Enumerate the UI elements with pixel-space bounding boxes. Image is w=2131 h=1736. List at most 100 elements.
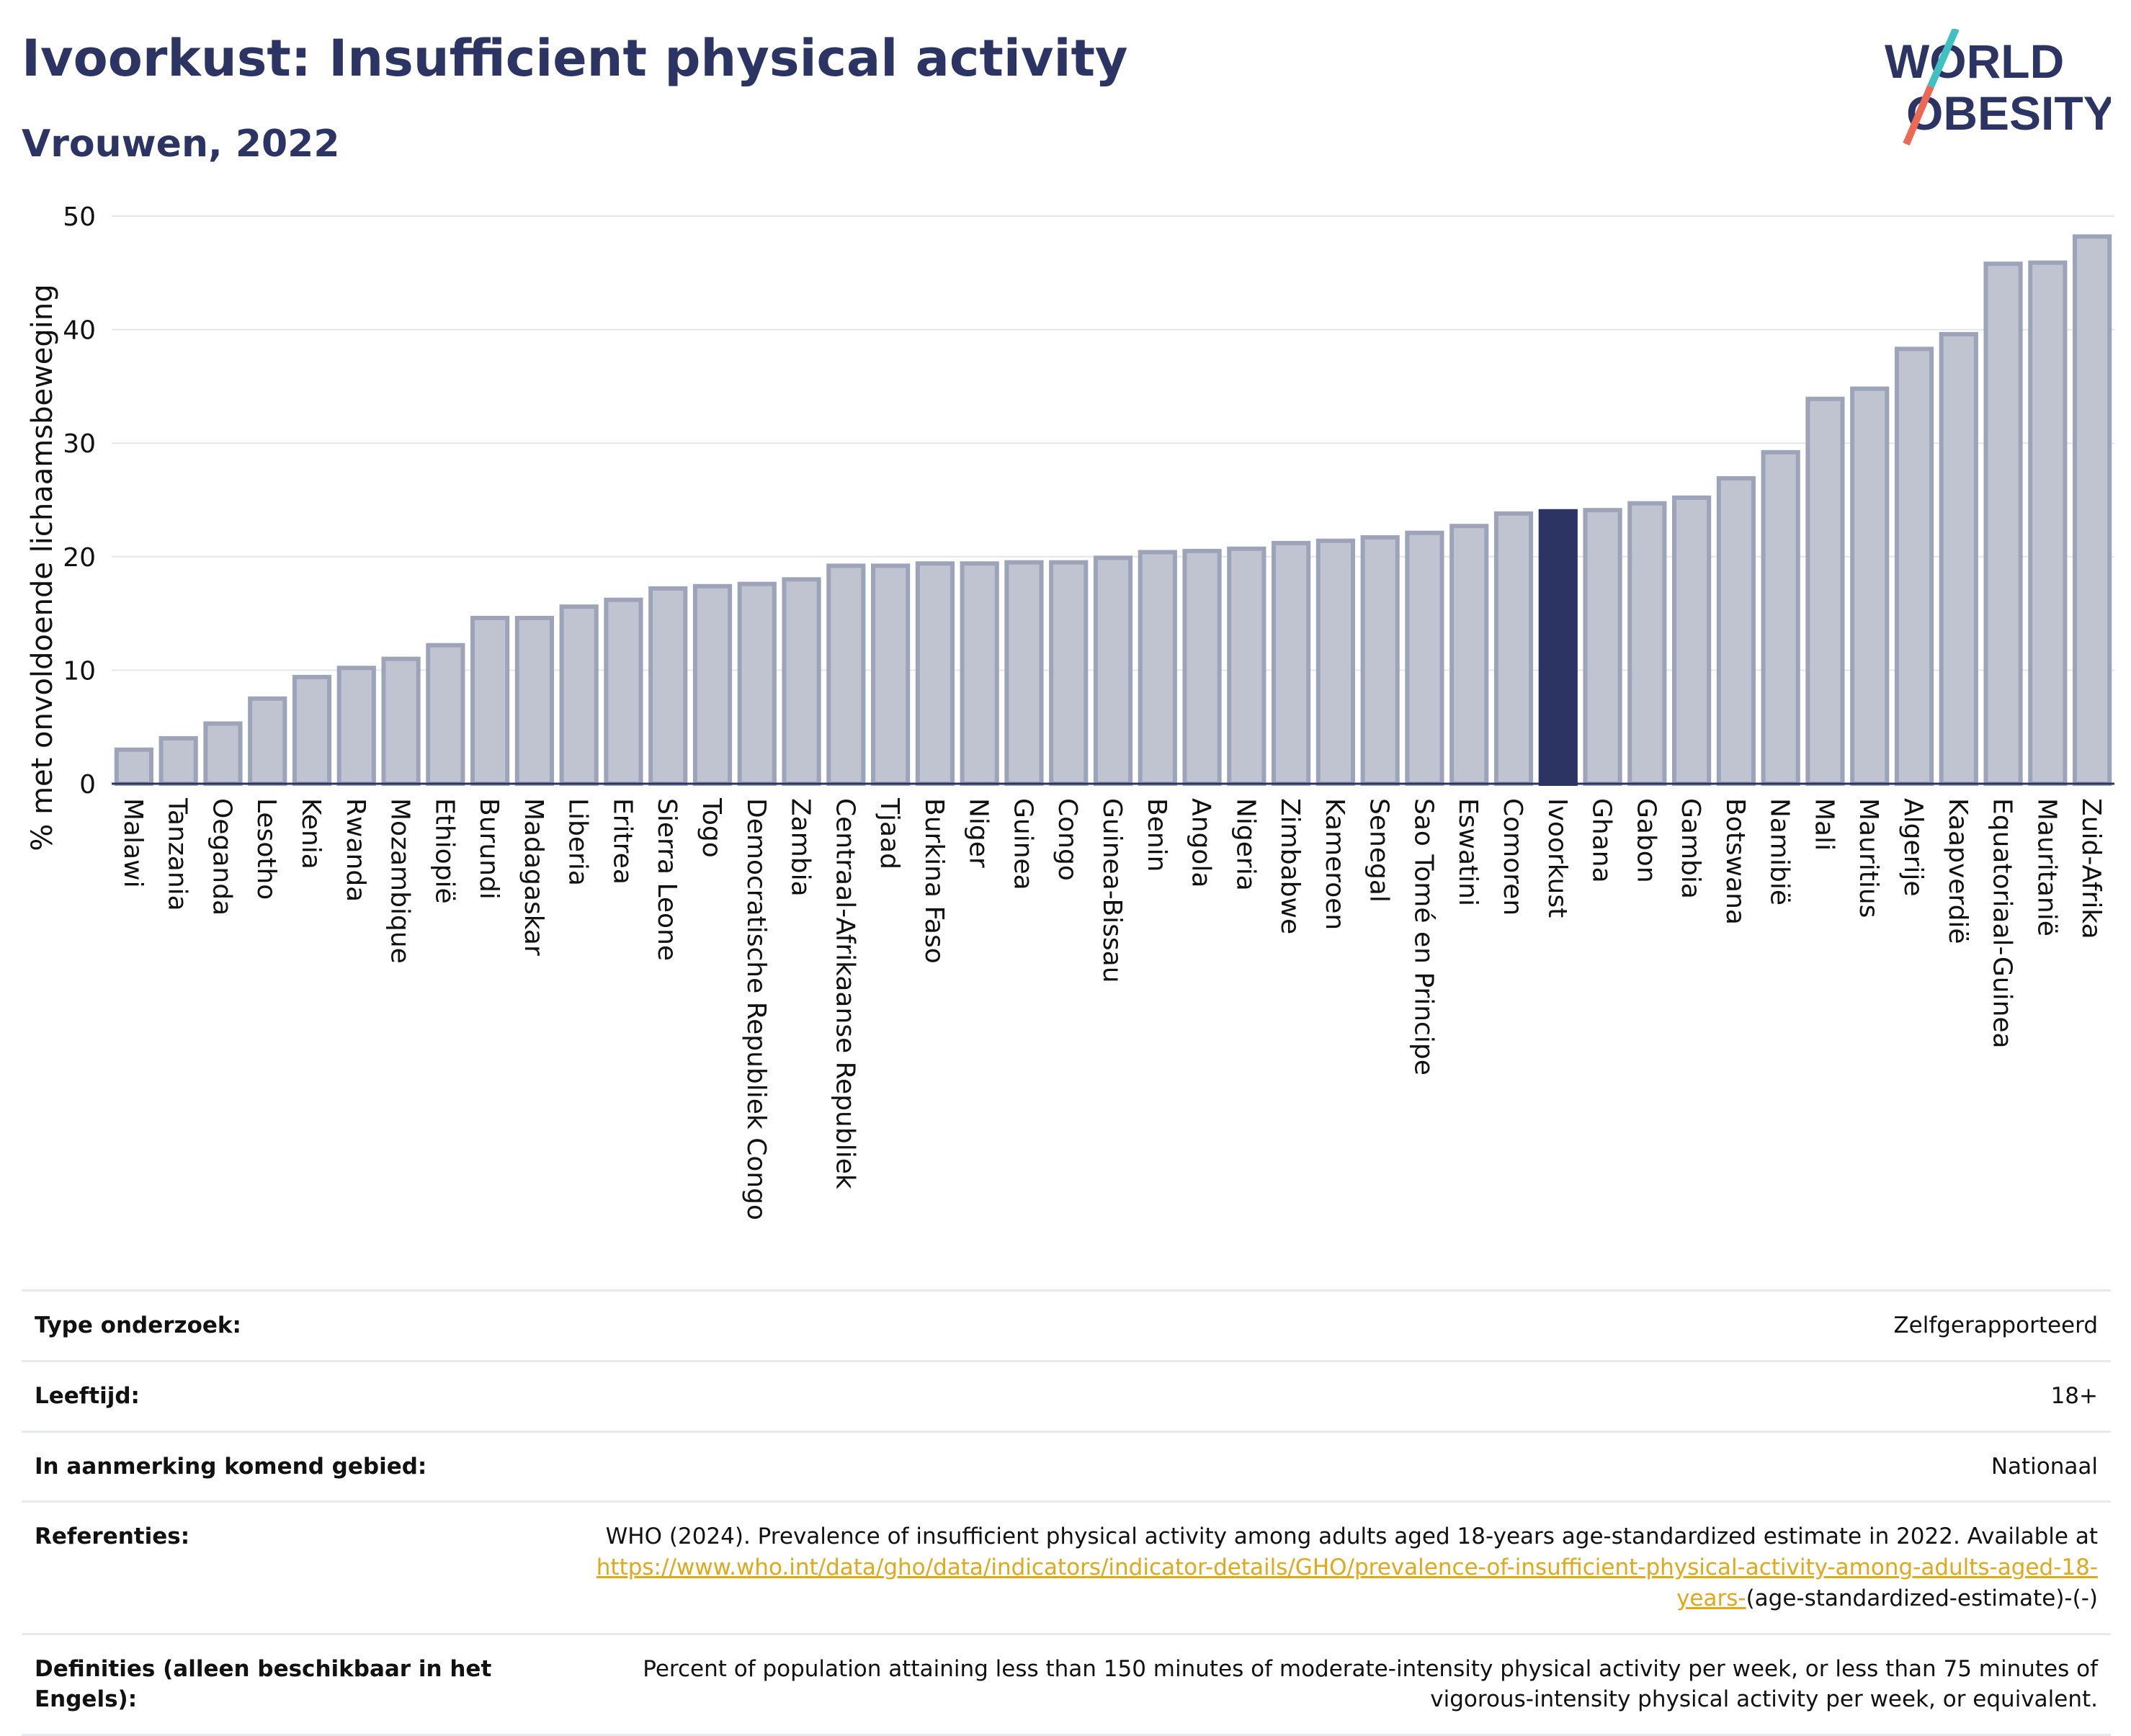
survey-type-value: Zelfgerapporteerd	[552, 1289, 2111, 1362]
bar	[559, 604, 599, 786]
bar	[426, 643, 465, 787]
bar	[1583, 508, 1622, 786]
info-row-definitions: Definities (alleen beschikbaar in het En…	[22, 1632, 2111, 1736]
x-tick-label: Niger	[964, 798, 993, 868]
info-row-survey-type: Type onderzoek: Zelfgerapporteerd	[22, 1289, 2111, 1362]
y-tick-label: 50	[63, 202, 96, 232]
x-tick-label: Nigeria	[1230, 798, 1260, 891]
bar	[1716, 476, 1756, 786]
x-tick-label: Tanzania	[163, 797, 192, 911]
x-tick-label: Mauritanië	[2032, 798, 2061, 936]
y-tick-label: 30	[63, 429, 96, 459]
bar	[248, 696, 287, 786]
bar-highlight	[1538, 509, 1578, 786]
axes: 0 10 20 30 40 50 Malawi Tanzania Oeganda Lesotho K…	[63, 202, 2114, 1220]
bar	[292, 674, 332, 787]
x-tick-label: Zambia	[786, 798, 816, 897]
x-tick-label: Angola	[1187, 798, 1216, 887]
x-tick-label: Eswatini	[1453, 798, 1483, 906]
x-tick-label: Mali	[1809, 798, 1839, 851]
x-tick-label: Madagaskar	[519, 798, 548, 956]
references-text: WHO (2024). Prevalence of insufficient p…	[605, 1524, 2098, 1550]
info-row-age: Leeftijd: 18+	[22, 1359, 2111, 1433]
x-tick-label: Liberia	[563, 798, 593, 886]
definitions-value: Percent of population attaining less tha…	[552, 1632, 2111, 1736]
bar-chart: 0 10 20 30 40 50 Malawi Tanzania Oeganda Lesotho K…	[26, 202, 2114, 1220]
x-tick-label: Sierra Leone	[652, 798, 682, 961]
x-tick-label: Oeganda	[207, 798, 236, 916]
x-tick-label: Equatoriaal-Guinea	[1988, 798, 2017, 1049]
x-tick-label: Ivoorkust	[1542, 798, 1572, 918]
x-tick-label: Namibië	[1765, 798, 1795, 905]
y-tick-label: 20	[63, 543, 96, 573]
references-label: Referenties:	[22, 1500, 552, 1635]
x-tick-label: Comoren	[1498, 798, 1527, 916]
x-tick-label: Sao Tomé en Principe	[1408, 798, 1438, 1075]
x-tick-label: Benin	[1142, 798, 1171, 872]
bar	[1227, 546, 1266, 786]
age-label: Leeftijd:	[22, 1359, 552, 1433]
bar	[381, 656, 421, 787]
bar	[1182, 548, 1222, 786]
area-label: In aanmerking komend gebied:	[22, 1430, 552, 1503]
x-tick-label: Kaapverdië	[1943, 798, 1973, 944]
bar	[1761, 449, 1800, 786]
bar	[1049, 560, 1089, 786]
bar	[1004, 560, 1044, 786]
bar	[692, 583, 733, 786]
bar	[960, 561, 999, 786]
x-tick-label: Gambia	[1676, 798, 1705, 899]
x-tick-label: Mauritius	[1854, 798, 1883, 918]
x-tick-label: Mozambique	[385, 798, 415, 964]
x-tick-label: Rwanda	[341, 798, 370, 902]
bar	[514, 615, 554, 786]
bar	[915, 561, 955, 786]
bar	[782, 577, 821, 786]
bar	[1672, 495, 1712, 786]
x-tick-label: Botswana	[1720, 798, 1750, 925]
bar	[336, 666, 376, 786]
survey-type-label: Type onderzoek:	[22, 1289, 552, 1362]
bar	[1360, 535, 1400, 786]
x-tick-label: Kenia	[296, 798, 326, 869]
x-tick-label: Lesotho	[251, 798, 281, 900]
bar	[737, 581, 777, 787]
x-tick-label: Eritrea	[607, 798, 637, 885]
bar	[1850, 386, 1890, 786]
bar	[2073, 234, 2112, 787]
x-tick-label: Guinea-Bissau	[1097, 798, 1127, 983]
bar	[2028, 260, 2068, 786]
x-tick-label: Burkina Faso	[919, 798, 949, 964]
x-tick-label: Kameroen	[1320, 798, 1349, 930]
bars	[114, 234, 2112, 787]
area-value: Nationaal	[552, 1430, 2111, 1503]
bar	[114, 747, 153, 786]
y-tick-label: 10	[63, 656, 96, 686]
bar	[1272, 540, 1311, 786]
x-tick-label: Guinea	[1008, 798, 1037, 890]
info-row-area: In aanmerking komend gebied: Nationaal	[22, 1430, 2111, 1503]
age-value: 18+	[552, 1359, 2111, 1433]
bar	[1449, 524, 1489, 786]
logo-text-world: WORLD	[1885, 35, 2064, 88]
x-tick-label: Zimbabwe	[1275, 798, 1305, 934]
y-tick-label: 0	[79, 770, 96, 800]
x-tick-label: Algerije	[1898, 798, 1928, 897]
x-tick-label: Centraal-Afrikaanse Republiek	[830, 798, 859, 1189]
bar	[826, 563, 866, 787]
info-row-references: Referenties: WHO (2024). Prevalence of i…	[22, 1500, 2111, 1635]
x-tick-label: Congo	[1053, 798, 1082, 881]
x-tick-label: Senegal	[1364, 798, 1394, 903]
bar	[158, 735, 198, 787]
bar	[1093, 555, 1133, 786]
bar	[1939, 331, 1978, 787]
bar	[203, 721, 243, 786]
x-tick-label: Zuid-Afrika	[2076, 798, 2106, 939]
bar	[1315, 538, 1355, 786]
references-link[interactable]: https://www.who.int/data/gho/data/indica…	[596, 1554, 2098, 1611]
x-tick-label: Tjaad	[875, 797, 904, 869]
y-axis-label: % met onvoldoende lichaamsbeweging	[26, 284, 59, 851]
x-tick-label: Ethiopië	[429, 798, 459, 904]
logo-slash-coral	[1903, 85, 1934, 146]
logo-text-obesity: OBESITY	[1906, 86, 2111, 140]
